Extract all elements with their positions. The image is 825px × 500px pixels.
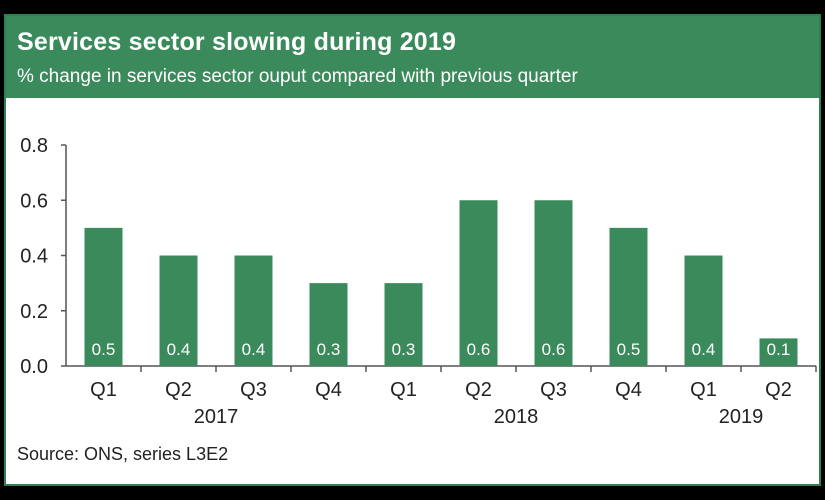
bar	[534, 200, 573, 366]
y-tick-label: 0.4	[20, 246, 48, 268]
chart-header: Services sector slowing during 2019 % ch…	[6, 16, 819, 98]
x-tick-label: Q3	[240, 379, 267, 401]
y-tick-label: 0.0	[20, 356, 48, 378]
x-group-label: 2018	[494, 406, 539, 428]
bar	[84, 227, 123, 366]
bar-data-label: 0.4	[692, 340, 716, 359]
x-tick-label: Q1	[390, 379, 417, 401]
x-tick-label: Q1	[690, 379, 717, 401]
chart-card: Services sector slowing during 2019 % ch…	[4, 14, 821, 486]
bar-data-label: 0.6	[542, 340, 566, 359]
bar	[159, 255, 198, 366]
y-tick-label: 0.6	[20, 190, 48, 212]
chart-title: Services sector slowing during 2019	[17, 28, 457, 56]
bar	[684, 255, 723, 366]
bar	[234, 255, 273, 366]
x-group-label: 2017	[194, 406, 239, 428]
bar-data-label: 0.5	[92, 340, 116, 359]
chart-subtitle: % change in services sector ouput compar…	[17, 66, 578, 87]
bar	[384, 283, 423, 366]
source-note: Source: ONS, series L3E2	[17, 444, 229, 464]
bar	[309, 283, 348, 366]
y-tick-label: 0.8	[20, 135, 48, 157]
x-tick-label: Q4	[615, 379, 642, 401]
bar-data-label: 0.6	[467, 340, 491, 359]
bar-data-label: 0.3	[392, 340, 416, 359]
bar	[459, 200, 498, 366]
x-group-label: 2019	[719, 406, 764, 428]
x-tick-label: Q2	[465, 379, 492, 401]
bar	[759, 338, 798, 366]
bar-data-label: 0.5	[617, 340, 641, 359]
bar-chart: 0.0 0.2 0.4 0.6 0.8 0.5 Q1 0.4 Q2 0.4 Q3 0.3 Q4 0.3 Q1…	[20, 135, 817, 428]
x-tick-label: Q1	[90, 379, 117, 401]
x-tick-label: Q3	[540, 379, 567, 401]
x-tick-label: Q2	[165, 379, 192, 401]
bar-data-label: 0.1	[767, 340, 791, 359]
x-tick-label: Q2	[765, 379, 792, 401]
bar-data-label: 0.4	[242, 340, 266, 359]
y-tick-label: 0.2	[20, 301, 48, 323]
x-tick-label: Q4	[315, 379, 342, 401]
bar	[609, 227, 648, 366]
bar-data-label: 0.4	[167, 340, 191, 359]
bar-data-label: 0.3	[317, 340, 341, 359]
